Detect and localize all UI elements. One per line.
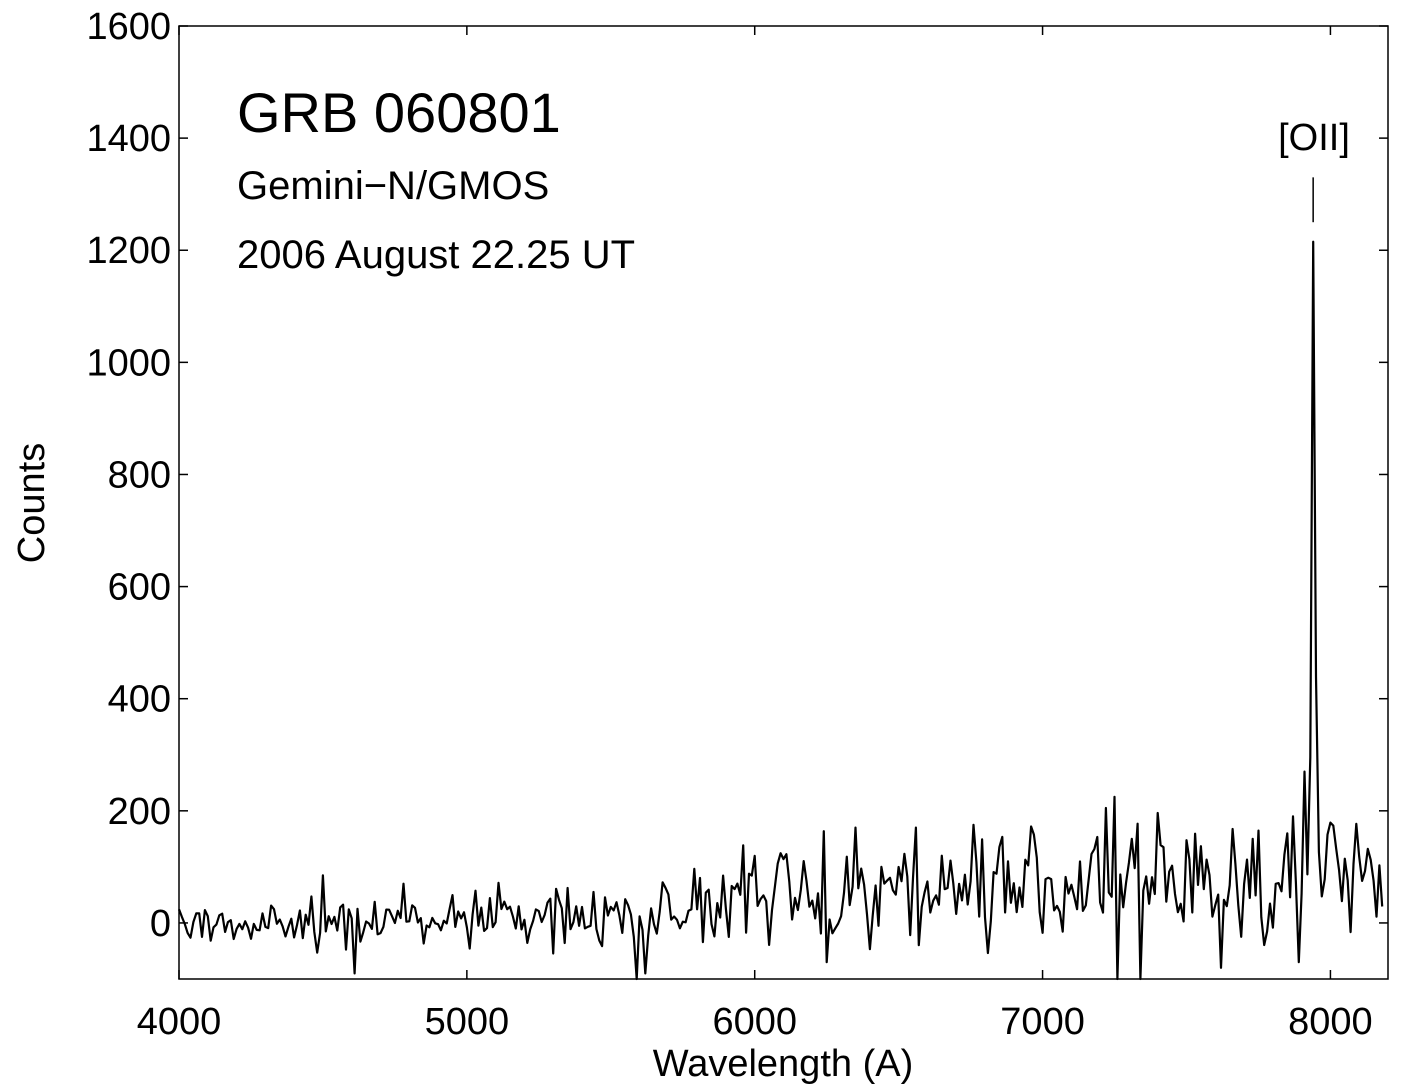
- x-tick-label: 6000: [712, 1001, 797, 1043]
- x-tick-label: 8000: [1288, 1001, 1373, 1043]
- y-tick-label: 1200: [86, 230, 171, 272]
- emission-line-label: [OII]: [1278, 117, 1350, 159]
- x-axis-title: Wavelength (A): [653, 1043, 913, 1085]
- y-tick-label: 200: [108, 791, 171, 833]
- x-tick-label: 5000: [425, 1001, 510, 1043]
- y-tick-label: 400: [108, 679, 171, 721]
- plot-frame: [178, 25, 1389, 980]
- annotation-instrument: Gemini−N/GMOS: [237, 164, 549, 208]
- y-tick-label: 1400: [86, 118, 171, 160]
- x-tick-label: 7000: [1000, 1001, 1085, 1043]
- y-tick-label: 1600: [86, 6, 171, 48]
- axis-ticks: [178, 25, 1388, 979]
- spectrum-line: [177, 240, 1384, 981]
- y-tick-label: 800: [108, 454, 171, 496]
- y-axis-title: Counts: [11, 443, 53, 563]
- y-tick-label: 1000: [86, 342, 171, 384]
- annotation-date: 2006 August 22.25 UT: [237, 233, 635, 277]
- y-tick-label: 0: [150, 903, 171, 945]
- annotation-title: GRB 060801: [237, 81, 561, 144]
- x-tick-label: 4000: [137, 1001, 222, 1043]
- tick-labels: 4000 5000 6000 7000 8000 0 200 400 600 800 1000 120…: [86, 6, 1372, 1043]
- y-tick-label: 600: [108, 567, 171, 609]
